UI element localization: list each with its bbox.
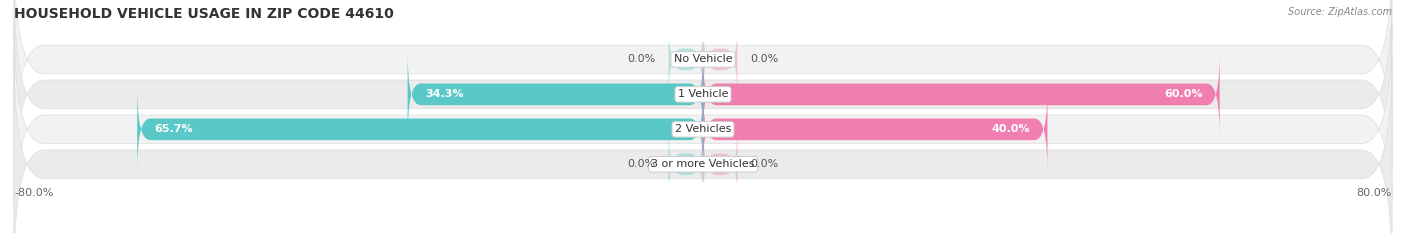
FancyBboxPatch shape: [669, 123, 703, 206]
FancyBboxPatch shape: [14, 56, 1392, 233]
FancyBboxPatch shape: [138, 88, 703, 171]
Text: 2 Vehicles: 2 Vehicles: [675, 124, 731, 134]
Text: 1 Vehicle: 1 Vehicle: [678, 89, 728, 99]
FancyBboxPatch shape: [669, 18, 703, 101]
FancyBboxPatch shape: [703, 88, 1047, 171]
Legend: Owner-occupied, Renter-occupied: Owner-occupied, Renter-occupied: [583, 230, 823, 233]
FancyBboxPatch shape: [14, 21, 1392, 233]
Text: 40.0%: 40.0%: [991, 124, 1031, 134]
FancyBboxPatch shape: [408, 53, 703, 136]
FancyBboxPatch shape: [703, 18, 738, 101]
FancyBboxPatch shape: [703, 123, 738, 206]
FancyBboxPatch shape: [14, 0, 1392, 202]
Text: 0.0%: 0.0%: [751, 159, 779, 169]
FancyBboxPatch shape: [14, 0, 1392, 167]
Text: 80.0%: 80.0%: [1357, 188, 1392, 198]
Text: Source: ZipAtlas.com: Source: ZipAtlas.com: [1288, 7, 1392, 17]
Text: HOUSEHOLD VEHICLE USAGE IN ZIP CODE 44610: HOUSEHOLD VEHICLE USAGE IN ZIP CODE 4461…: [14, 7, 394, 21]
Text: 0.0%: 0.0%: [627, 159, 655, 169]
Text: -80.0%: -80.0%: [14, 188, 53, 198]
Text: 60.0%: 60.0%: [1164, 89, 1202, 99]
Text: 3 or more Vehicles: 3 or more Vehicles: [651, 159, 755, 169]
Text: 0.0%: 0.0%: [751, 55, 779, 64]
Text: 65.7%: 65.7%: [155, 124, 193, 134]
Text: No Vehicle: No Vehicle: [673, 55, 733, 64]
Text: 0.0%: 0.0%: [627, 55, 655, 64]
Text: 34.3%: 34.3%: [425, 89, 464, 99]
FancyBboxPatch shape: [703, 53, 1219, 136]
